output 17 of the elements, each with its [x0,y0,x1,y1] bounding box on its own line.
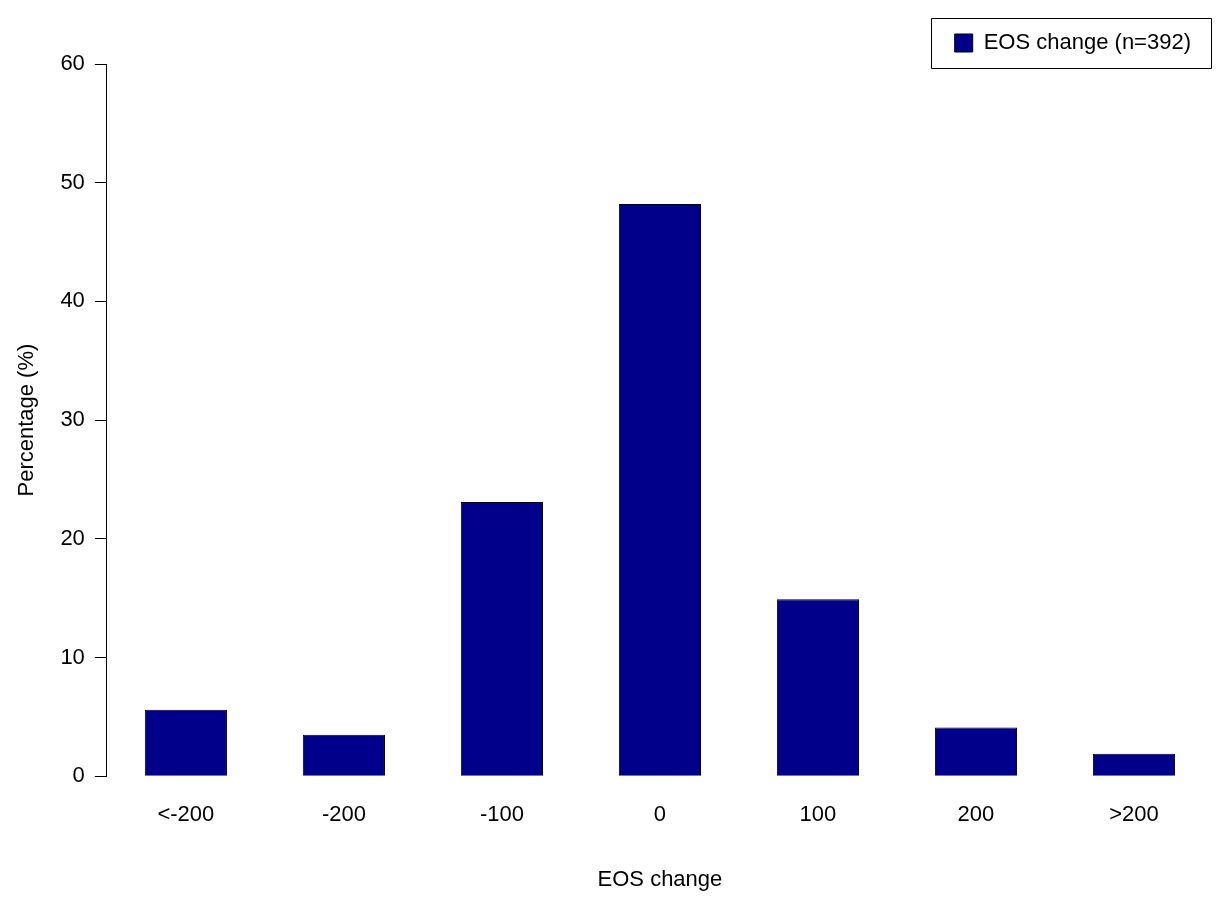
x-tick-label: <-200 [157,801,215,827]
x-tick-label: 100 [799,801,837,827]
x-tick-label: -100 [479,801,524,827]
legend-label: EOS change (n=392) [983,29,1192,55]
y-tick-label: 0 [72,762,85,788]
y-tick-label: 60 [60,50,85,76]
y-tick-label: 10 [60,643,85,669]
x-axis-title: EOS change [597,865,723,891]
x-tick-label: 0 [653,801,667,827]
x-tick-label: 200 [957,801,995,827]
y-tick-label: 20 [60,524,85,550]
y-tick-label: 50 [60,168,85,194]
y-tick-label: 30 [60,406,85,432]
x-tick-label: -200 [321,801,366,827]
y-tick-label: 40 [60,287,85,313]
x-tick-label: >200 [1109,801,1159,827]
y-axis-title: Percentage (%) [13,343,39,497]
